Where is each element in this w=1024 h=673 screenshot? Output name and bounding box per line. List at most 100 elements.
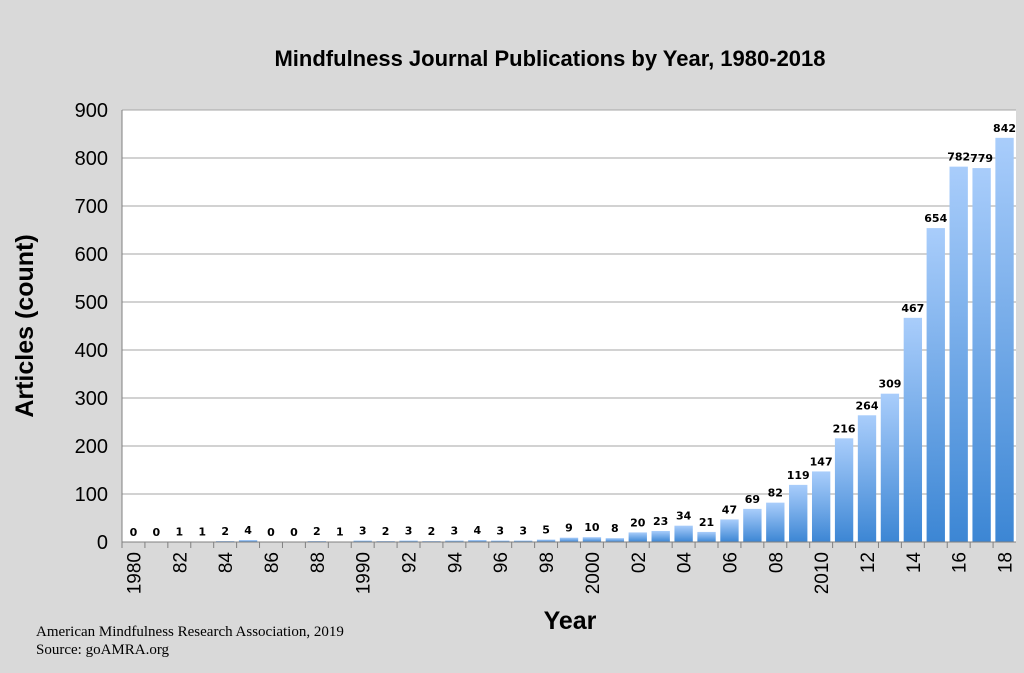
data-label-1999: 9 (565, 522, 573, 535)
bar-1990 (353, 540, 372, 542)
y-tick-label-600: 600 (75, 244, 108, 266)
data-label-2018: 842 (993, 122, 1016, 135)
bar-1985 (238, 540, 258, 542)
bar-2010 (811, 471, 831, 542)
bars (170, 137, 1014, 542)
data-label-2012: 264 (856, 399, 879, 412)
y-tick-label-0: 0 (97, 532, 108, 554)
data-label-2015: 654 (924, 212, 947, 225)
data-label-2013: 309 (878, 378, 901, 391)
data-label-1983: 1 (198, 526, 206, 539)
bar-1992 (399, 540, 418, 542)
bar-2017 (972, 168, 991, 542)
y-tick-label-700: 700 (75, 196, 108, 218)
data-label-1994: 3 (451, 525, 459, 538)
x-tick-label-2002: 02 (629, 552, 650, 573)
x-tick-label-1990: 1990 (354, 552, 375, 594)
data-label-1984: 2 (221, 525, 229, 538)
bar-2008 (766, 502, 785, 542)
data-label-2011: 216 (833, 422, 856, 435)
data-label-2010: 147 (810, 455, 833, 468)
x-tick-label-2016: 16 (950, 552, 971, 573)
y-axis-title: Articles (count) (11, 234, 39, 417)
bar-2003 (651, 530, 670, 542)
x-tick-label-2012: 12 (858, 552, 879, 573)
data-label-1997: 3 (519, 525, 527, 538)
bar-2005 (697, 531, 716, 542)
x-tick-label-1980: 1980 (124, 552, 145, 594)
data-label-1990: 3 (359, 525, 367, 538)
bar-1997 (513, 540, 533, 542)
data-label-2009: 119 (787, 469, 810, 482)
y-tick-label-300: 300 (75, 388, 108, 410)
credit-line-1: American Mindfulness Research Associatio… (36, 624, 344, 640)
data-label-1996: 3 (496, 525, 504, 538)
x-tick-label-1992: 92 (400, 552, 421, 573)
data-label-2001: 8 (611, 522, 619, 535)
y-tick-label-800: 800 (75, 148, 108, 170)
bar-2011 (834, 438, 854, 542)
x-tick-label-1984: 84 (216, 552, 237, 574)
data-label-2006: 47 (722, 503, 737, 516)
gridlines (122, 109, 1016, 495)
data-label-2003: 23 (653, 515, 668, 528)
x-tick-label-1988: 88 (308, 552, 329, 573)
y-tick-label-900: 900 (75, 100, 108, 122)
data-label-1998: 5 (542, 524, 550, 537)
bar-2007 (743, 508, 762, 542)
data-label-1985: 4 (244, 524, 252, 537)
bar-2001 (605, 538, 625, 542)
bar-1999 (559, 537, 579, 542)
y-axis-ticks: 0 100 200 300 400 500 600 700 800 900 (75, 100, 108, 554)
x-tick-label-1996: 96 (491, 552, 512, 573)
bar-2009 (789, 484, 808, 542)
bar-1994 (445, 540, 464, 542)
y-tick-label-100: 100 (75, 484, 108, 506)
y-tick-label-400: 400 (75, 340, 108, 362)
x-tick-label-2018: 18 (996, 552, 1017, 573)
bar-1996 (491, 540, 510, 542)
bar-2004 (674, 525, 693, 542)
data-label-2014: 467 (901, 302, 924, 315)
data-label-2007: 69 (745, 493, 760, 506)
data-label-1991: 2 (382, 525, 390, 538)
x-tick-label-2006: 06 (720, 552, 741, 573)
data-label-1980: 0 (130, 526, 138, 539)
credit-line-2: Source: goAMRA.org (36, 642, 170, 658)
x-axis-ticks: 1980 82 84 86 88 1990 92 94 96 98 2000 02 04 06 08 2010… (121, 542, 1017, 594)
bar-2000 (582, 537, 602, 542)
y-tick-label-500: 500 (75, 292, 108, 314)
data-label-1987: 0 (290, 526, 298, 539)
data-label-1995: 4 (473, 524, 481, 537)
data-label-1982: 1 (175, 526, 183, 539)
x-tick-label-1994: 94 (445, 552, 466, 574)
bar-1998 (536, 539, 556, 542)
data-label-1981: 0 (153, 526, 161, 539)
data-label-2016: 782 (947, 151, 970, 164)
x-tick-label-1986: 86 (262, 552, 283, 573)
bar-2015 (926, 228, 945, 542)
bar-2016 (949, 166, 968, 542)
bar-2002 (628, 532, 647, 542)
x-tick-label-2000: 2000 (583, 552, 604, 594)
y-tick-label-200: 200 (75, 436, 108, 458)
data-label-2008: 82 (768, 487, 783, 500)
data-label-2017: 779 (970, 152, 993, 165)
data-label-2002: 20 (630, 516, 646, 529)
bar-2013 (880, 393, 900, 542)
bar-2018 (995, 137, 1014, 542)
data-label-1993: 2 (428, 525, 436, 538)
data-label-1986: 0 (267, 526, 275, 539)
x-axis-title: Year (544, 607, 597, 635)
x-tick-label-2008: 08 (766, 552, 787, 573)
bar-2012 (857, 415, 877, 542)
chart-title: Mindfulness Journal Publications by Year… (274, 46, 825, 71)
bar-2006 (720, 519, 739, 542)
x-tick-label-2010: 2010 (812, 552, 833, 594)
data-label-2005: 21 (699, 516, 714, 529)
x-tick-label-2014: 14 (904, 552, 925, 574)
data-label-2004: 34 (676, 510, 692, 523)
